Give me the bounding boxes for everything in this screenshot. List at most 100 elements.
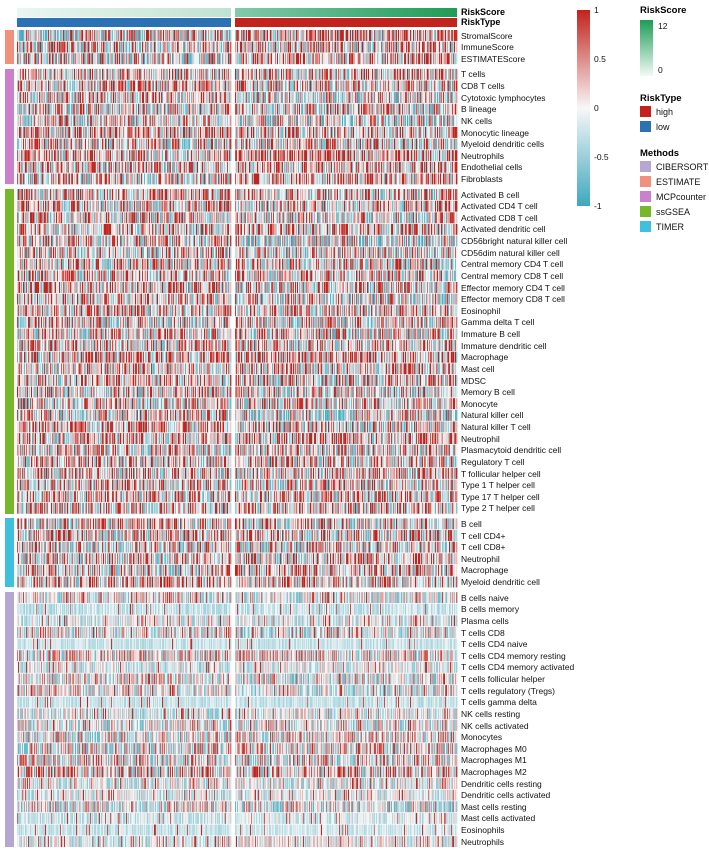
row-label: T cells CD8: [461, 627, 505, 638]
row-label: Macrophage: [461, 352, 509, 363]
row-label: Monocytic lineage: [461, 127, 530, 138]
riskscore-bar-low-group: [17, 8, 231, 17]
row-label: Plasmacytoid dendritic cell: [461, 445, 562, 456]
risktype-bar-high-group: [235, 18, 457, 27]
risktype-legend-item-high-label: high: [656, 106, 674, 117]
row-label: CD8 T cells: [461, 81, 505, 92]
risktype-legend-item-high-swatch: [640, 106, 651, 117]
row-label: Type 17 T helper cell: [461, 491, 540, 502]
method-block-timer: [5, 518, 14, 588]
value-colorbar: [577, 10, 590, 206]
methods-legend-item-timer-label: TIMER: [656, 221, 684, 232]
row-label: CD56bright natural killer cell: [461, 236, 568, 247]
row-label: B cells naive: [461, 592, 509, 603]
row-label: Memory B cell: [461, 387, 515, 398]
row-label: Neutrophils: [461, 836, 504, 847]
method-block-ssgsea: [5, 189, 14, 514]
row-label: T cells regulatory (Tregs): [461, 685, 555, 696]
methods-legend-item-estimate-label: ESTIMATE: [656, 176, 701, 187]
row-label: Activated B cell: [461, 189, 520, 200]
risktype-legend-item-low-swatch: [640, 121, 651, 132]
row-label: Myeloid dendritic cells: [461, 139, 545, 150]
row-label: MDSC: [461, 375, 487, 386]
row-label: ImmuneScore: [461, 42, 514, 53]
method-block-estimate: [5, 30, 14, 65]
risktype-legend-item-high: high: [640, 106, 673, 117]
row-label: Macrophages M1: [461, 755, 527, 766]
methods-legend-item-estimate: ESTIMATE: [640, 176, 700, 187]
row-label: Central memory CD8 T cell: [461, 270, 564, 281]
risktype-legend-item-low: low: [640, 121, 670, 132]
row-label: Type 1 T helper cell: [461, 480, 535, 491]
row-label: Effector memory CD4 T cell: [461, 282, 565, 293]
colorbar-tick-label: 0.5: [594, 54, 606, 64]
risktype-bar-low-group: [17, 18, 231, 27]
methods-legend-item-mcpcounter-swatch: [640, 191, 651, 202]
method-block-cibersort: [5, 592, 14, 848]
row-label: NK cells resting: [461, 708, 521, 719]
row-label: Eosinophils: [461, 825, 505, 836]
methods-legend-item-estimate-swatch: [640, 176, 651, 187]
row-label: Activated CD4 T cell: [461, 201, 538, 212]
riskscore-legend-title: RiskScore: [640, 5, 687, 16]
row-label: B lineage: [461, 104, 497, 115]
row-label: T cells: [461, 69, 486, 80]
row-label: T cells follicular helper: [461, 674, 545, 685]
row-label: Natural killer cell: [461, 410, 524, 421]
risktype-legend-title: RiskType: [640, 93, 682, 104]
row-label: Mast cells resting: [461, 801, 527, 812]
row-label: Effector memory CD8 T cell: [461, 294, 565, 305]
row-label: Type 2 T helper cell: [461, 503, 535, 514]
row-label: T cell CD4+: [461, 530, 506, 541]
row-label: Gamma delta T cell: [461, 317, 535, 328]
row-label: NK cells: [461, 115, 493, 126]
colorbar-tick-label: -0.5: [594, 152, 609, 162]
row-label: ESTIMATEScore: [461, 53, 526, 64]
heatmap-canvas: [0, 0, 470, 850]
row-label: Neutrophil: [461, 553, 500, 564]
row-label: Monocytes: [461, 732, 503, 743]
row-label: T cells gamma delta: [461, 697, 537, 708]
methods-legend-item-ssgsea: ssGSEA: [640, 206, 690, 217]
row-label: Neutrophil: [461, 433, 500, 444]
riskscore-bar-high-group: [235, 8, 457, 17]
risktype-annotation-label: RiskType: [461, 17, 501, 27]
row-label: Cytotoxic lymphocytes: [461, 92, 546, 103]
row-label: Macrophage: [461, 565, 509, 576]
row-label: Natural killer T cell: [461, 422, 531, 433]
colorbar-tick-label: 0: [594, 103, 599, 113]
row-label: T cells CD4 naive: [461, 639, 528, 650]
row-label: T follicular helper cell: [461, 468, 541, 479]
colorbar-tick-label: 1: [594, 5, 599, 15]
row-label: Fibroblasts: [461, 174, 503, 184]
methods-legend-item-timer: TIMER: [640, 221, 684, 232]
row-label: Mast cells activated: [461, 813, 536, 824]
row-label: Myeloid dendritic cell: [461, 577, 540, 588]
row-label: Regulatory T cell: [461, 456, 525, 467]
row-label: Dendritic cells resting: [461, 778, 542, 789]
row-label: Immature dendritic cell: [461, 340, 547, 351]
methods-legend-item-mcpcounter: MCPcounter: [640, 191, 706, 202]
riskscore-legend-tick-label: 0: [658, 65, 663, 75]
row-label: Dendritic cells activated: [461, 790, 551, 801]
methods-legend-title: Methods: [640, 148, 680, 159]
row-label: B cell: [461, 518, 482, 529]
risktype-legend-item-low-label: low: [656, 121, 670, 132]
methods-legend-item-cibersort: CIBERSORT: [640, 161, 708, 172]
row-label: Central memory CD4 T cell: [461, 259, 564, 270]
row-label: Immature B cell: [461, 329, 521, 340]
riskscore-legend-tick-label: 12: [658, 21, 668, 31]
row-label: Mast cell: [461, 363, 495, 374]
colorbar-tick-label: -1: [594, 201, 602, 211]
row-label: T cells CD4 memory resting: [461, 650, 566, 661]
methods-legend-item-ssgsea-swatch: [640, 206, 651, 217]
row-label: Macrophages M0: [461, 743, 527, 754]
row-label: Activated dendritic cell: [461, 224, 546, 235]
row-label: B cells memory: [461, 604, 520, 615]
row-label: Neutrophils: [461, 150, 504, 161]
methods-legend-item-cibersort-label: CIBERSORT: [656, 161, 709, 172]
row-label: T cell CD8+: [461, 542, 506, 553]
row-label: NK cells activated: [461, 720, 529, 731]
riskscore-legend-gradient: [640, 20, 653, 76]
